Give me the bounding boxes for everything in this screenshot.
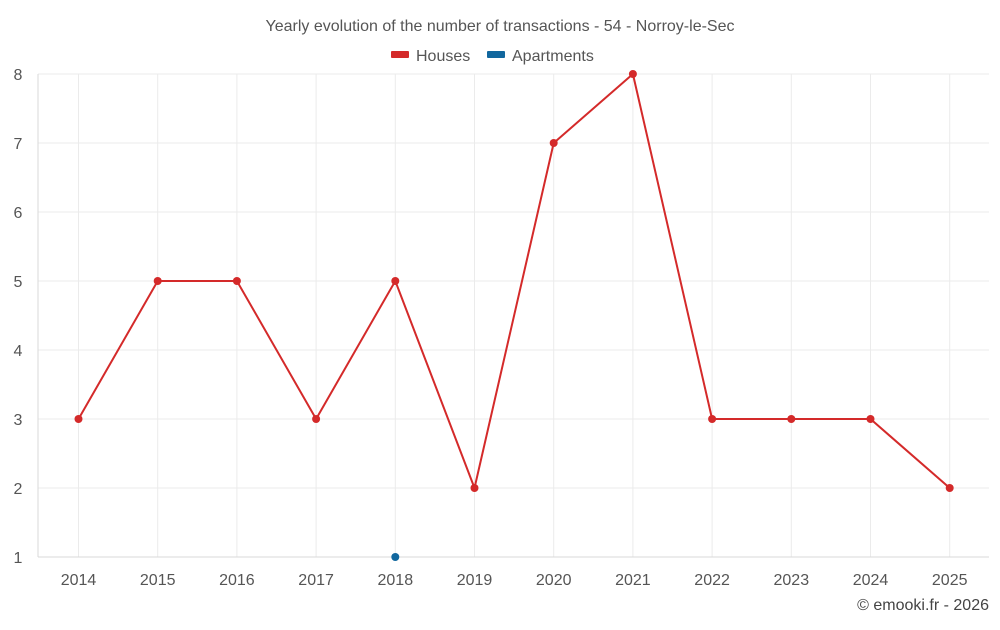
x-tick-label: 2019 xyxy=(457,572,493,589)
data-point-houses[interactable] xyxy=(549,139,558,147)
y-tick-label: 4 xyxy=(14,343,23,360)
data-point-houses[interactable] xyxy=(74,415,83,423)
x-tick-label: 2022 xyxy=(694,572,730,589)
x-tick-label: 2018 xyxy=(378,572,414,589)
x-tick-label: 2020 xyxy=(536,572,572,589)
y-tick-label: 5 xyxy=(14,274,23,291)
data-point-houses[interactable] xyxy=(628,70,637,78)
data-point-houses[interactable] xyxy=(153,277,162,285)
y-tick-label: 8 xyxy=(14,67,23,84)
data-point-houses[interactable] xyxy=(232,277,241,285)
data-point-houses[interactable] xyxy=(708,415,717,423)
x-axis-tick-labels: 2014 2015 2016 2017 2018 2019 2020 2021 2022 2023… xyxy=(61,572,968,589)
x-tick-label: 2015 xyxy=(140,572,176,589)
legend-swatch-apartments xyxy=(487,51,505,58)
x-tick-label: 2014 xyxy=(61,572,97,589)
y-tick-label: 3 xyxy=(14,412,23,429)
x-tick-label: 2024 xyxy=(853,572,889,589)
series-apartments xyxy=(391,553,400,561)
y-tick-label: 1 xyxy=(14,550,23,567)
x-tick-label: 2021 xyxy=(615,572,651,589)
data-point-houses[interactable] xyxy=(312,415,321,423)
x-tick-label: 2017 xyxy=(298,572,334,589)
y-tick-label: 6 xyxy=(14,205,23,222)
series-layer xyxy=(74,70,954,561)
data-point-houses[interactable] xyxy=(787,415,796,423)
data-point-houses[interactable] xyxy=(945,484,954,492)
x-tick-label: 2016 xyxy=(219,572,255,589)
series-line-houses xyxy=(77,73,951,489)
data-point-apartments[interactable] xyxy=(391,553,400,561)
y-tick-label: 7 xyxy=(14,136,23,153)
chart-title: Yearly evolution of the number of transa… xyxy=(266,18,735,35)
credit-text: © emooki.fr - 2026 xyxy=(857,597,989,614)
series-houses xyxy=(74,70,954,492)
y-axis-tick-labels: 1 2 3 4 5 6 7 8 xyxy=(14,67,23,567)
legend-item-houses[interactable]: Houses xyxy=(391,48,470,65)
legend-swatch-houses xyxy=(391,51,409,58)
data-point-houses[interactable] xyxy=(391,277,400,285)
x-tick-label: 2023 xyxy=(774,572,810,589)
axes xyxy=(37,74,989,558)
legend-label-houses: Houses xyxy=(416,48,470,65)
y-tick-label: 2 xyxy=(14,481,23,498)
legend-label-apartments: Apartments xyxy=(512,48,594,65)
legend: Houses Apartments xyxy=(391,48,594,65)
data-point-houses[interactable] xyxy=(866,415,875,423)
x-tick-label: 2025 xyxy=(932,572,968,589)
x-gridlines xyxy=(78,74,951,557)
data-point-houses[interactable] xyxy=(470,484,479,492)
legend-item-apartments[interactable]: Apartments xyxy=(487,48,594,65)
